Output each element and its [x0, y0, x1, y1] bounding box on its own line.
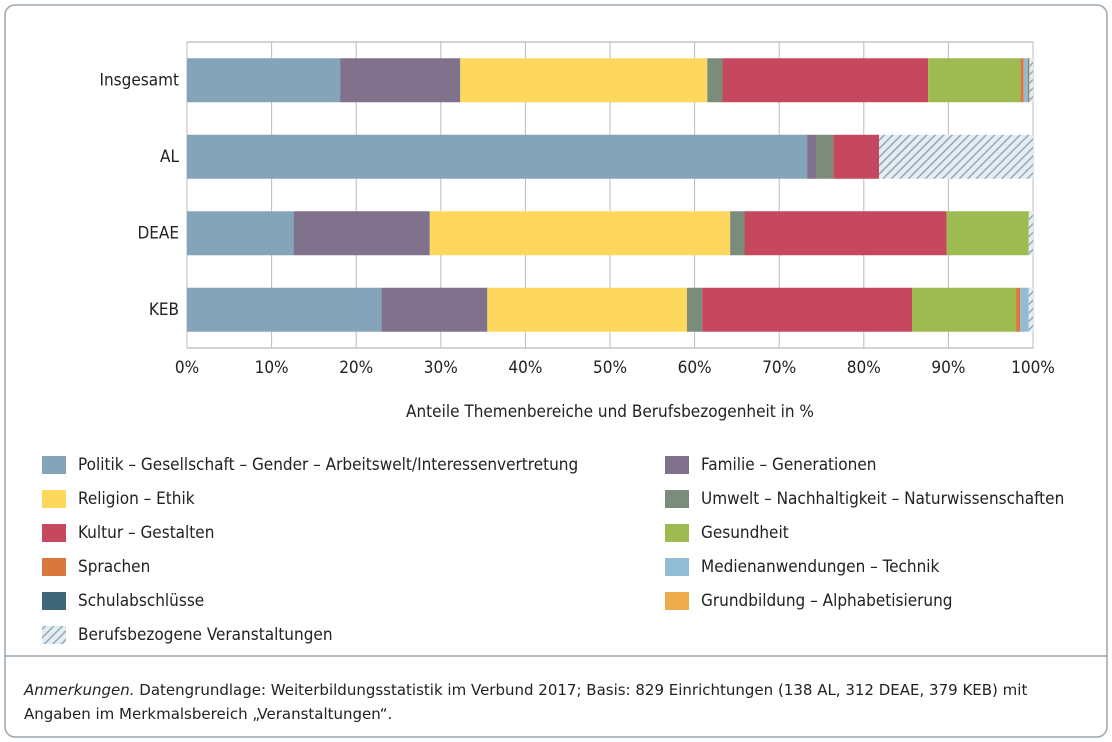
x-tick-label: 0% — [175, 358, 199, 378]
legend-label: Medienanwendungen – Technik — [701, 557, 940, 577]
x-tick-label: 100% — [1011, 358, 1055, 378]
legend-label: Umwelt – Nachhaltigkeit – Naturwissensch… — [701, 489, 1064, 509]
y-tick-label: AL — [160, 147, 179, 167]
bar-segment — [1028, 287, 1033, 332]
bar-segment — [730, 211, 745, 256]
bar-segment — [707, 58, 723, 103]
bar-segment — [1028, 211, 1033, 256]
bar-segment — [293, 211, 430, 256]
legend-label: Grundbildung – Alphabetisierung — [701, 591, 953, 611]
note: Anmerkungen. Datengrundlage: Weiterbildu… — [24, 678, 1094, 726]
bar-segment — [928, 58, 1021, 103]
bar-segment — [1029, 58, 1033, 103]
bar-segment — [1027, 58, 1029, 103]
x-axis-label: Anteile Themenbereiche und Berufsbezogen… — [406, 402, 814, 422]
x-tick-label: 90% — [931, 358, 965, 378]
y-tick-label: Insgesamt — [99, 70, 179, 90]
bar-segment — [879, 134, 1033, 179]
bar-segment — [187, 134, 808, 179]
bar-segment — [460, 58, 708, 103]
legend-label: Religion – Ethik — [78, 489, 195, 509]
legend-swatch — [665, 490, 689, 508]
x-tick-label: 80% — [847, 358, 881, 378]
legend-swatch — [665, 456, 689, 474]
y-tick-label: KEB — [149, 300, 179, 320]
bar-segment — [816, 134, 834, 179]
legend-swatch — [42, 626, 66, 644]
legend-swatch — [665, 558, 689, 576]
legend-swatch — [42, 524, 66, 542]
legend-label: Kultur – Gestalten — [78, 523, 214, 543]
bar-segment — [702, 287, 913, 332]
legend-swatch — [42, 490, 66, 508]
bar-segment — [1028, 58, 1030, 103]
x-tick-label: 60% — [678, 358, 712, 378]
bar-segment — [429, 211, 731, 256]
bar-segment — [946, 211, 1029, 256]
legend-swatch — [42, 592, 66, 610]
x-tick-label: 50% — [593, 358, 627, 378]
legend-label: Gesundheit — [701, 523, 789, 543]
legend-swatch — [665, 592, 689, 610]
bar-segment — [807, 134, 817, 179]
bar-segment — [187, 287, 382, 332]
bar-segment — [686, 287, 703, 332]
note-label: Anmerkungen. — [24, 681, 135, 699]
x-tick-label: 30% — [424, 358, 458, 378]
bar-segment — [187, 58, 341, 103]
legend-label: Politik – Gesellschaft – Gender – Arbeit… — [78, 455, 578, 475]
bar-segment — [912, 287, 1017, 332]
x-tick-label: 70% — [762, 358, 796, 378]
frame — [4, 4, 1108, 738]
bar-segment — [1023, 58, 1028, 103]
y-tick-label: DEAE — [137, 223, 179, 243]
bar-segment — [381, 287, 488, 332]
legend-swatch — [665, 524, 689, 542]
bar-segment — [722, 58, 929, 103]
bar-segment — [487, 287, 687, 332]
legend-label: Schulabschlüsse — [78, 591, 204, 611]
bar-segment — [833, 134, 880, 179]
legend-label: Sprachen — [78, 557, 150, 577]
legend-swatch — [42, 558, 66, 576]
legend-label: Familie – Generationen — [701, 455, 876, 475]
legend-swatch — [42, 456, 66, 474]
bar-segment — [340, 58, 461, 103]
legend-label: Berufsbezogene Veranstaltungen — [78, 625, 333, 645]
bar-segment — [1016, 287, 1021, 332]
bar-segment — [1020, 58, 1024, 103]
bar-segment — [1020, 287, 1029, 332]
bar-segment — [744, 211, 947, 256]
x-tick-label: 20% — [339, 358, 373, 378]
x-tick-label: 10% — [255, 358, 289, 378]
x-tick-label: 40% — [508, 358, 542, 378]
note-text: Datengrundlage: Weiterbildungsstatistik … — [24, 681, 1028, 723]
bar-segment — [187, 211, 294, 256]
